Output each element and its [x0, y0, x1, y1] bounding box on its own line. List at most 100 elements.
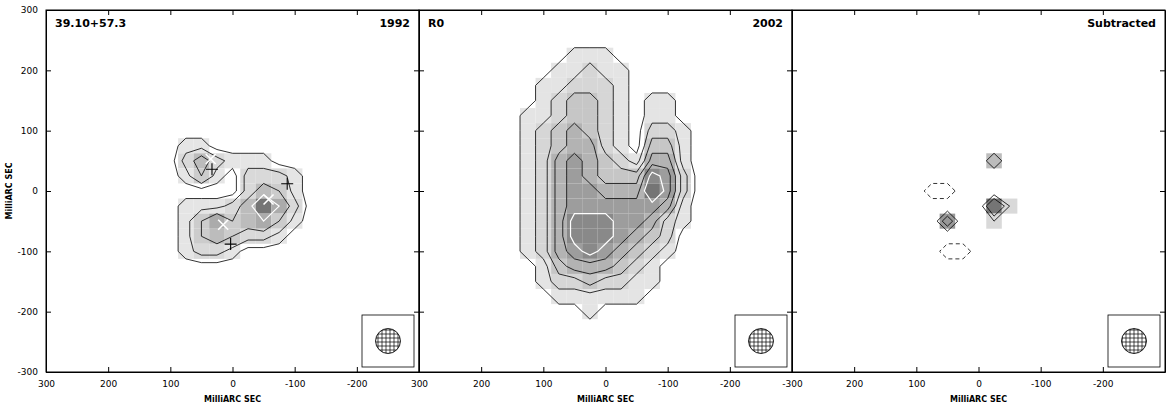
tick-mark — [414, 191, 419, 192]
image-cell — [598, 48, 614, 63]
image-cell — [582, 63, 598, 78]
plot-frame — [792, 10, 1165, 372]
tick-mark — [787, 70, 792, 71]
image-cell — [582, 93, 598, 108]
image-cell — [567, 244, 583, 259]
tick-mark — [233, 10, 234, 15]
axis — [47, 10, 420, 15]
tick — [1160, 70, 1165, 71]
tick-mark — [170, 10, 171, 15]
contour — [182, 148, 299, 255]
image-cell — [567, 138, 583, 153]
x-axis-title: MilliARC SEC — [950, 395, 1007, 404]
image-cell — [660, 168, 676, 183]
tick-mark — [419, 251, 424, 252]
x-tick-label: -200 — [347, 379, 368, 389]
tick: 100 — [162, 367, 179, 389]
panel-label: 2002 — [752, 17, 783, 30]
y-tick-label: -100 — [18, 247, 39, 257]
beam — [1122, 329, 1147, 354]
image-cell — [986, 153, 1002, 168]
tick-mark — [419, 191, 424, 192]
image-cell — [598, 183, 614, 198]
x-tick-label: -200 — [720, 379, 741, 389]
component-marker — [206, 163, 218, 175]
image-cell — [567, 63, 583, 78]
tick-mark — [481, 10, 482, 15]
tick — [419, 191, 424, 192]
image-cell — [675, 214, 691, 229]
tick — [543, 10, 544, 15]
tick-mark — [295, 10, 296, 15]
image-cell — [613, 259, 629, 274]
image-cell — [613, 214, 629, 229]
x-axis-title: MilliARC SEC — [204, 395, 261, 404]
tick — [787, 131, 792, 132]
contour — [942, 199, 1004, 227]
image-cell — [644, 229, 660, 244]
panel: 3002001000-100-200-300MilliARC SECR02002 — [411, 10, 803, 404]
tick: 0 — [230, 367, 236, 389]
plot-frame — [419, 10, 792, 372]
beam — [749, 329, 774, 354]
tick: 200 — [473, 367, 490, 389]
tick-mark — [606, 367, 607, 372]
beam-box — [735, 315, 787, 367]
tick-mark — [668, 10, 669, 15]
tick — [668, 10, 669, 15]
x-tick-label: -300 — [782, 379, 803, 389]
image-cell — [567, 199, 583, 214]
image-cell — [536, 78, 552, 93]
tick-mark — [606, 10, 607, 15]
tick-mark — [792, 312, 797, 313]
panel-title: R0 — [428, 17, 444, 30]
plot-background — [792, 10, 1165, 372]
image-cell — [567, 93, 583, 108]
tick — [916, 10, 917, 15]
y-tick-label: -300 — [18, 367, 39, 377]
axis — [419, 11, 424, 373]
tick — [414, 131, 419, 132]
image-cell — [598, 244, 614, 259]
image-cell — [240, 153, 256, 168]
axis — [793, 10, 1166, 15]
image-cell — [660, 244, 676, 259]
tick-mark — [46, 131, 51, 132]
tick-mark — [1160, 70, 1165, 71]
image-cell — [256, 168, 272, 183]
contour — [924, 183, 971, 258]
tick-mark — [1160, 131, 1165, 132]
tick-mark — [1160, 312, 1165, 313]
plot-frame — [46, 10, 419, 372]
x-tick-label: -100 — [1031, 379, 1052, 389]
image-cell — [582, 78, 598, 93]
image-cell — [520, 199, 536, 214]
tick — [1160, 191, 1165, 192]
plot-background — [419, 10, 792, 372]
image-cell — [567, 108, 583, 123]
tick-mark — [1103, 10, 1104, 15]
image-cell — [629, 214, 645, 229]
component-marker — [264, 194, 274, 204]
image-cell — [675, 168, 691, 183]
image-cell — [644, 108, 660, 123]
image-cell — [629, 244, 645, 259]
image-cell — [520, 168, 536, 183]
panel: 2001000-100-200MilliARC SECSubtracted — [792, 10, 1166, 404]
image-cell — [644, 274, 660, 289]
image-cell — [660, 153, 676, 168]
image-cell — [582, 244, 598, 259]
image-cell — [567, 229, 583, 244]
tick-mark — [787, 191, 792, 192]
tick — [170, 10, 171, 15]
image-cell — [613, 183, 629, 198]
x-tick-label: 200 — [473, 379, 490, 389]
x-tick-label: -100 — [658, 379, 679, 389]
image-cell — [598, 153, 614, 168]
image-cell — [598, 229, 614, 244]
image-cell — [660, 93, 676, 108]
figure: 3002001000-100-200-300-200-1000100200300… — [0, 0, 1175, 414]
tick — [1103, 10, 1104, 15]
tick — [419, 251, 424, 252]
image-cell — [536, 244, 552, 259]
